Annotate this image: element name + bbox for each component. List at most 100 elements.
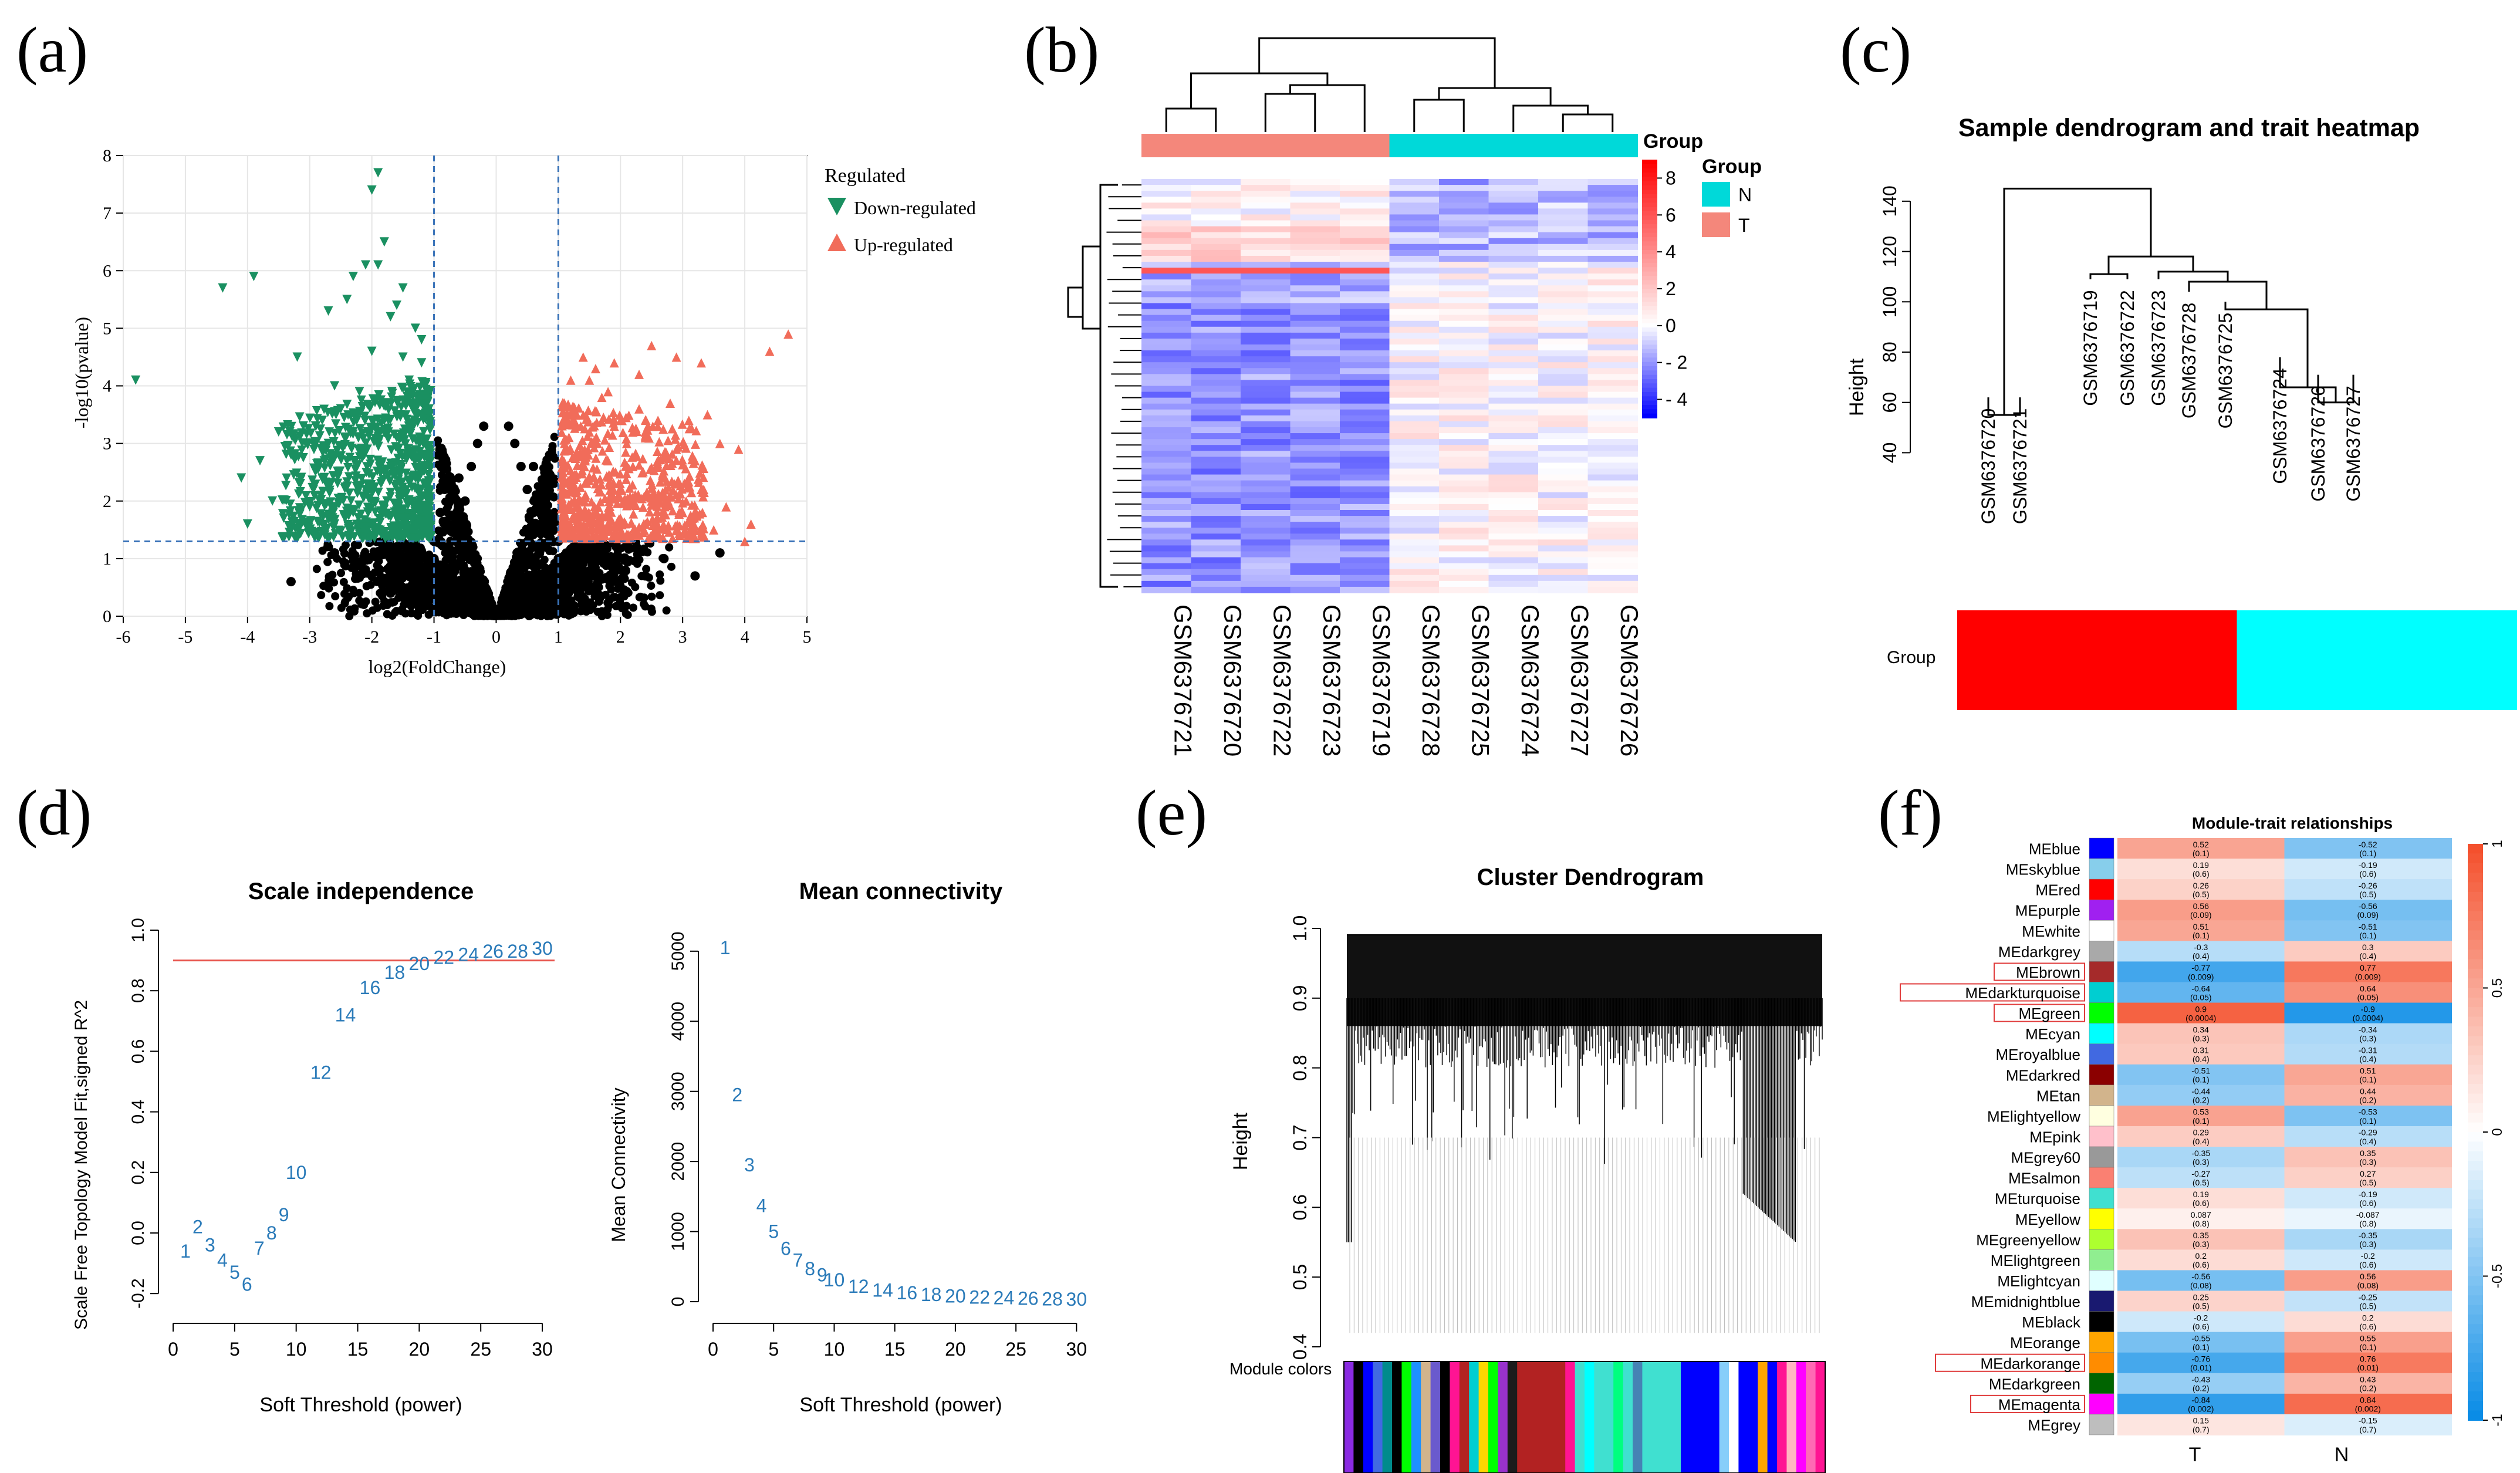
up-point xyxy=(625,491,635,501)
down-point xyxy=(360,415,370,425)
up-point xyxy=(697,508,707,518)
down-point xyxy=(410,473,420,483)
ns-point xyxy=(715,548,725,558)
up-point xyxy=(580,490,590,500)
ns-point xyxy=(613,549,622,558)
ns-point xyxy=(471,583,479,592)
ns-point xyxy=(550,433,559,441)
down-point xyxy=(416,485,425,495)
down-point xyxy=(316,424,326,434)
ns-point xyxy=(497,599,506,607)
down-point xyxy=(278,509,288,519)
ns-point xyxy=(436,561,445,570)
up-point xyxy=(696,358,706,368)
legend-n-swatch xyxy=(1702,182,1730,207)
x-tick-label: -3 xyxy=(302,627,317,647)
down-point xyxy=(407,403,417,413)
dendro-link xyxy=(1190,72,1329,109)
down-point xyxy=(371,394,381,404)
up-point xyxy=(653,415,663,425)
down-point xyxy=(296,529,306,539)
ns-point xyxy=(399,600,408,609)
down-point xyxy=(315,518,325,528)
up-point xyxy=(640,519,650,529)
down-point xyxy=(391,458,401,468)
up-point xyxy=(559,446,569,456)
up-point xyxy=(702,410,712,420)
up-point xyxy=(622,461,632,471)
group-annotation-cell xyxy=(1587,134,1638,157)
up-point xyxy=(621,434,631,444)
ns-point xyxy=(403,561,412,570)
up-point xyxy=(594,487,604,497)
heatmap-cell xyxy=(1538,197,1589,204)
ns-point xyxy=(590,592,599,601)
legend-down-label: Down-regulated xyxy=(854,197,976,218)
group-annotation-cell xyxy=(1389,134,1440,157)
ns-point xyxy=(540,568,549,577)
up-point xyxy=(591,453,601,463)
down-point xyxy=(397,382,407,392)
down-point xyxy=(329,453,339,463)
up-point xyxy=(557,421,567,431)
up-point xyxy=(734,444,744,454)
up-point xyxy=(629,509,639,519)
up-point xyxy=(609,358,619,368)
down-point xyxy=(282,430,292,440)
ns-point xyxy=(337,569,346,577)
legend-down-marker xyxy=(827,198,846,215)
down-point xyxy=(333,498,343,508)
down-point xyxy=(360,411,370,421)
ns-point xyxy=(659,553,669,563)
ns-point xyxy=(535,559,545,569)
down-point xyxy=(285,499,295,509)
legend-t-label: T xyxy=(1738,215,1750,236)
ns-point xyxy=(454,576,462,585)
ns-point xyxy=(450,597,459,606)
down-point xyxy=(356,480,366,490)
down-point xyxy=(279,495,289,505)
ns-point xyxy=(393,569,402,578)
heatmap-cell xyxy=(1439,191,1489,198)
x-tick-label: 1 xyxy=(554,627,563,647)
up-point xyxy=(690,456,700,466)
ns-point xyxy=(572,555,580,564)
up-point xyxy=(587,437,597,447)
up-point xyxy=(576,421,586,431)
down-point xyxy=(425,417,435,427)
down-point xyxy=(353,513,363,523)
ns-point xyxy=(547,571,557,581)
panel-label-f: (f) xyxy=(1878,777,1943,849)
down-point xyxy=(357,453,367,463)
down-point xyxy=(379,237,389,247)
down-point xyxy=(279,513,289,523)
ns-point xyxy=(286,577,296,587)
ns-point xyxy=(549,492,558,501)
up-point xyxy=(624,483,634,493)
x-tick-label: 4 xyxy=(741,627,749,647)
heatmap-cell xyxy=(1538,179,1589,186)
down-point xyxy=(322,523,332,533)
dendro-link xyxy=(1562,113,1614,132)
up-point xyxy=(590,406,600,415)
up-point xyxy=(566,473,576,483)
ns-point xyxy=(387,574,396,583)
up-point xyxy=(668,506,678,516)
up-point xyxy=(565,443,575,453)
down-point xyxy=(413,417,423,427)
heatmap-cell xyxy=(1340,197,1390,204)
down-point xyxy=(391,442,401,452)
down-point xyxy=(315,431,325,441)
up-point xyxy=(627,452,637,462)
down-point xyxy=(280,442,290,452)
panel-label-e: (e) xyxy=(1136,777,1208,849)
heatmap-cell xyxy=(1538,191,1589,198)
up-point xyxy=(628,461,638,471)
ns-point xyxy=(593,579,602,587)
ns-point xyxy=(319,582,328,590)
down-point xyxy=(343,462,353,472)
up-point xyxy=(615,478,625,488)
down-point xyxy=(387,533,397,543)
ns-point xyxy=(456,562,465,571)
up-point xyxy=(678,498,688,508)
